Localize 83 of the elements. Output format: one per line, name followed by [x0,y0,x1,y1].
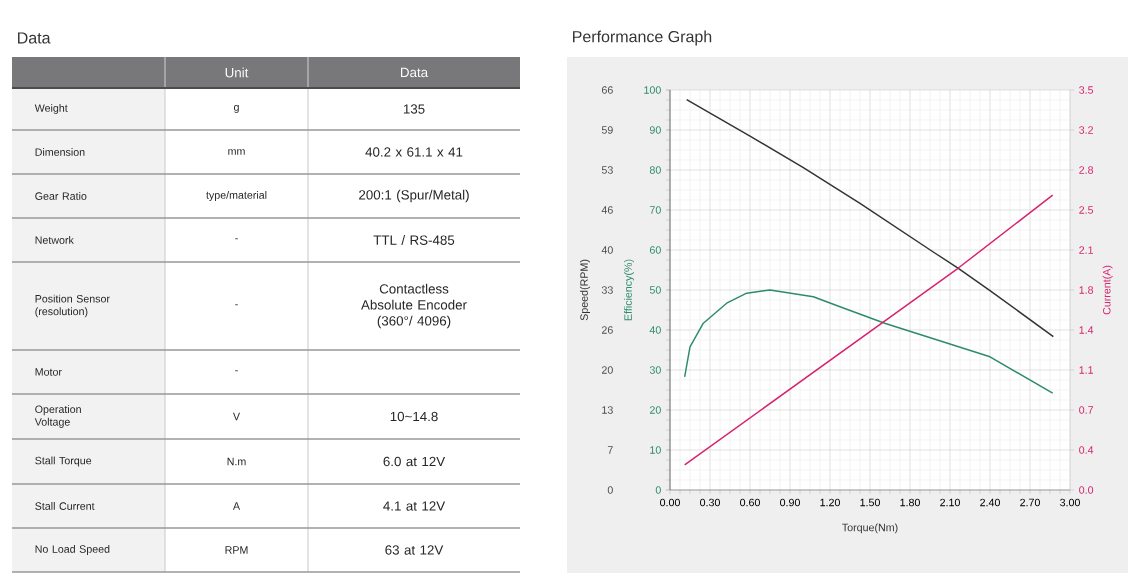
category-label: Operation Voltage [34,405,81,428]
y-tick-label: 53 [601,166,613,174]
y3-tick-label: 10 [650,446,661,454]
chart-title: Performance Graph [573,30,712,46]
category-label: Stall Current [35,502,95,510]
y2-tick-label: 2.5 [1079,206,1094,214]
y3-tick-label: 30 [649,366,661,374]
x-axis-title: Torque(Nm) [842,523,898,534]
y-tick-label: 0 [607,486,613,494]
y-tick-label: 33 [601,286,613,294]
text: 4.1 at 12V [383,501,446,511]
category-label: Unit [225,67,249,78]
y2-tick-label: 0.4 [1079,446,1094,454]
category-label: Position Sensor (resolution) [35,294,110,318]
x-tick-label: 0.30 [700,498,720,507]
x-tick-label: 2.70 [1020,498,1040,507]
y-tick-label: 46 [601,206,613,214]
x-tick-label: 1.20 [820,498,840,507]
y-tick-label: 40 [601,246,613,254]
y3-tick-label: 100 [644,86,661,94]
category-label: Gear Ratio [35,192,87,200]
category-label: Stall Torque [35,456,92,467]
text: Contactless Absolute Encoder (360°/ 4096) [361,283,467,329]
text: 63 at 12V [385,545,444,555]
category-label: Dimension [35,148,85,156]
x-tick-label: 1.80 [900,498,920,507]
text: 10~14.8 [390,411,438,422]
text: RPM [225,546,248,554]
y3-axis-title: Efficiency(%) [624,259,634,321]
x-tick-label: 0.60 [740,498,760,507]
x-tick-label: 0.00 [660,498,680,507]
y2-tick-label: 0.7 [1079,406,1094,414]
x-tick-label: 1.50 [860,498,880,507]
category-label: Network [35,236,74,244]
text: N.m [227,457,246,466]
y3-tick-label: 0 [655,486,661,494]
y3-tick-label: 80 [649,166,661,174]
y-tick-label: 66 [601,86,613,94]
y3-tick-label: 60 [649,246,661,254]
text: 135 [403,104,425,114]
text: g [233,105,239,113]
text: 6.0 at 12V [383,456,446,467]
text: V [232,412,241,421]
y2-axis-title: Current(A) [1102,265,1113,315]
text: - [235,304,238,306]
y-tick-label: 7 [607,446,613,454]
y3-tick-label: 50 [649,286,661,294]
category-label: Motor [35,368,62,376]
y-tick-label: 26 [601,326,613,334]
text: TTL / RS-485 [373,235,455,245]
line-series [683,289,1054,394]
y-tick-label: 20 [601,366,613,374]
x-tick-label: 0.90 [780,498,800,507]
y2-tick-label: 3.5 [1079,86,1094,94]
text: - [235,370,238,372]
category-label: No Load Speed [35,545,110,555]
y-tick-label: 13 [602,406,613,414]
y3-tick-label: 40 [649,326,661,334]
y2-tick-label: 2.1 [1079,246,1094,254]
text: 40.2 x 61.1 x 41 [365,147,463,157]
text: Data [18,32,51,44]
y2-tick-label: 1.1 [1079,366,1094,374]
y2-tick-label: 3.2 [1079,126,1094,134]
line-series [685,98,1055,338]
y-axis-title: Speed(RPM) [580,259,590,321]
y3-tick-label: 20 [649,406,661,414]
text: 200:1 (Spur/Metal) [359,189,469,203]
text: A [232,502,241,510]
y3-tick-label: 70 [649,206,661,214]
y2-tick-label: 1.4 [1079,326,1094,334]
text: mm [228,149,245,155]
text: - [235,238,238,240]
x-tick-label: 2.40 [980,498,1000,507]
y2-tick-label: 0.0 [1079,486,1094,494]
category-label: Data [401,67,429,78]
category-label: Weight [34,104,68,114]
y3-tick-label: 90 [649,126,661,134]
text: type/material [206,191,267,201]
y2-tick-label: 2.8 [1079,166,1094,174]
x-tick-label: 2.10 [940,498,960,507]
x-tick-label: 3.00 [1060,498,1080,507]
y-tick-label: 59 [601,126,613,134]
y2-tick-label: 1.8 [1079,286,1094,294]
